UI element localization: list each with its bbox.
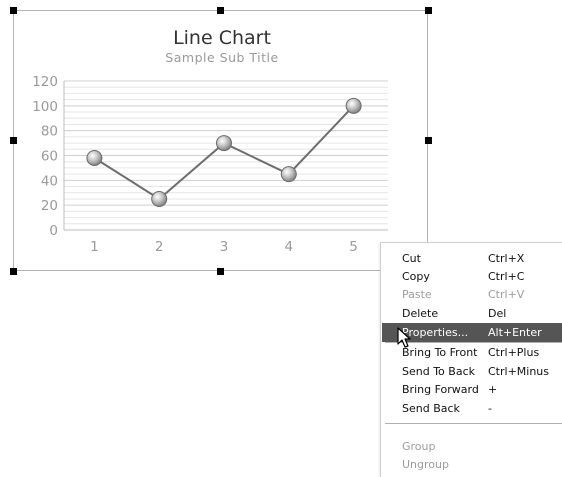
menu-item-label: Cut xyxy=(402,252,421,265)
menu-item-shortcut: Alt+Enter xyxy=(488,326,542,339)
menu-item-send-back[interactable]: Send Back - xyxy=(382,399,562,418)
menu-item-shortcut: Ctrl+C xyxy=(488,270,525,283)
x-tick-label: 4 xyxy=(285,239,294,255)
y-tick-label: 120 xyxy=(32,74,58,90)
x-tick-label: 3 xyxy=(220,239,229,255)
data-point-marker xyxy=(280,166,297,183)
menu-item-shortcut: Del xyxy=(488,307,507,320)
axes xyxy=(63,81,388,231)
menu-separator xyxy=(385,423,562,424)
arrow-cursor-icon xyxy=(397,327,411,348)
grid-lines xyxy=(64,80,388,231)
x-tick-label: 2 xyxy=(155,239,164,255)
selection-handle-bottom-left[interactable] xyxy=(10,268,17,275)
chart-title: Line Chart xyxy=(173,27,271,49)
menu-item-label: Group xyxy=(402,440,436,453)
y-tick-label: 100 xyxy=(32,99,58,115)
data-point-marker xyxy=(151,190,168,207)
menu-item-label: Ungroup xyxy=(402,458,449,471)
menu-item-label: Send Back xyxy=(402,402,460,415)
y-tick-label: 40 xyxy=(41,173,58,189)
menu-item-properties[interactable]: Properties... Alt+Enter xyxy=(382,323,562,342)
menu-item-shortcut: Ctrl+V xyxy=(488,288,525,301)
menu-item-bring-to-front[interactable]: Bring To Front Ctrl+Plus xyxy=(382,343,562,362)
menu-item-send-to-back[interactable]: Send To Back Ctrl+Minus xyxy=(382,362,562,381)
menu-item-shortcut: - xyxy=(488,402,492,415)
selection-handle-top-middle[interactable] xyxy=(217,7,224,14)
menu-item-bring-forward[interactable]: Bring Forward + xyxy=(382,380,562,399)
menu-item-paste[interactable]: Paste Ctrl+V xyxy=(382,285,562,304)
menu-item-label: Send To Back xyxy=(402,365,475,378)
x-tick-label: 5 xyxy=(349,239,358,255)
menu-item-label: Properties... xyxy=(402,326,469,339)
menu-item-label: Bring To Front xyxy=(402,346,478,359)
data-point-marker xyxy=(86,149,103,166)
menu-item-shortcut: Ctrl+Minus xyxy=(488,365,550,378)
menu-item-delete[interactable]: Delete Del xyxy=(382,304,562,323)
chart-subtitle: Sample Sub Title xyxy=(165,50,278,65)
menu-item-label: Paste xyxy=(402,288,432,301)
selection-handle-bottom-middle[interactable] xyxy=(217,268,224,275)
tick-labels: 0 20 40 60 80 100 120 1 2 3 4 5 xyxy=(32,74,358,255)
y-tick-label: 0 xyxy=(49,223,58,239)
y-tick-label: 20 xyxy=(41,198,58,214)
menu-separator xyxy=(385,342,562,343)
series-line xyxy=(93,105,355,201)
data-point-marker xyxy=(216,135,232,152)
menu-item-shortcut: Ctrl+Plus xyxy=(488,346,540,359)
selection-handle-top-right[interactable] xyxy=(425,7,432,14)
x-tick-label: 1 xyxy=(90,239,99,255)
y-tick-label: 80 xyxy=(41,124,58,140)
menu-item-group[interactable]: Group xyxy=(382,437,562,456)
menu-item-copy[interactable]: Copy Ctrl+C xyxy=(382,267,562,286)
menu-item-shortcut: + xyxy=(488,383,498,396)
selection-handle-middle-right[interactable] xyxy=(425,137,432,144)
menu-item-label: Copy xyxy=(402,270,430,283)
line-chart: Line Chart Sample Sub Title 0 20 40 60 80 100… xyxy=(32,27,388,255)
chart-container[interactable]: Line Chart Sample Sub Title 0 20 40 60 80 100… xyxy=(13,10,428,271)
menu-item-label: Bring Forward xyxy=(402,383,479,396)
menu-item-cut[interactable]: Cut Ctrl+X xyxy=(382,249,562,268)
menu-item-label: Delete xyxy=(402,307,439,320)
data-markers xyxy=(86,97,362,207)
menu-item-shortcut: Ctrl+X xyxy=(488,252,525,265)
y-tick-label: 60 xyxy=(41,149,58,165)
series-line xyxy=(93,105,355,201)
context-menu: Cut Ctrl+X Copy Ctrl+C Paste Ctrl+V Delete Del P… xyxy=(380,242,562,477)
menu-item-ungroup[interactable]: Ungroup xyxy=(382,455,562,474)
selection-handle-top-left[interactable] xyxy=(10,7,17,14)
data-point-marker xyxy=(345,97,362,114)
selection-handle-middle-left[interactable] xyxy=(10,137,17,144)
